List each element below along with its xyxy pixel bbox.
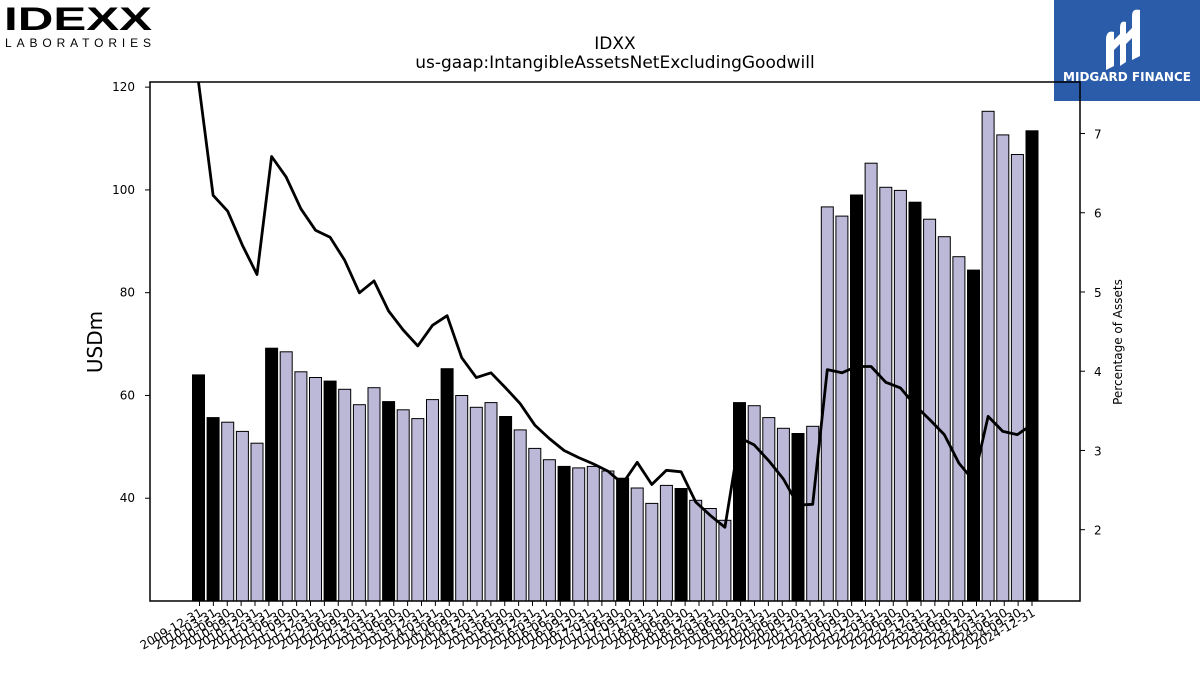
bar-2016-09-30 <box>542 459 556 602</box>
midgard-logo-text: MIDGARD FINANCE <box>1063 70 1191 84</box>
bar-2020-06-30 <box>762 417 776 602</box>
bar-2024-03-31 <box>981 110 995 602</box>
bar-2016-12-31 <box>557 465 571 602</box>
bar-2017-03-31 <box>572 467 586 602</box>
bar-2010-12-31 <box>250 442 264 602</box>
bar-2024-09-30 <box>1010 154 1024 602</box>
bar-2023-12-31 <box>967 269 980 602</box>
bar-2018-06-30 <box>645 502 659 602</box>
midgard-logo-mark-icon <box>1106 9 1140 70</box>
bar-2019-06-30 <box>703 508 717 602</box>
y-tick-label: 100 <box>112 183 135 197</box>
y2-tick-label: 6 <box>1094 207 1102 221</box>
line-series <box>197 81 1033 529</box>
idexx-logo-wordmark: IDEXX <box>4 4 153 37</box>
bar-2018-12-31 <box>674 488 688 602</box>
bar-2014-06-30 <box>411 418 425 602</box>
bar-2013-03-31 <box>338 388 352 602</box>
bar-2013-06-30 <box>352 404 366 602</box>
y2-tick-label: 3 <box>1094 444 1102 458</box>
bar-2010-03-31 <box>206 417 220 602</box>
y-axis-left: 40 60 80 100 120 <box>112 80 150 505</box>
bar-2016-03-31 <box>513 429 527 602</box>
bar-2023-03-31 <box>923 218 937 602</box>
bar-2015-12-31 <box>499 416 513 602</box>
bar-2023-06-30 <box>937 236 951 602</box>
y-tick-label: 120 <box>112 80 135 94</box>
bar-2021-09-30 <box>835 215 849 602</box>
bar-2020-12-31 <box>791 433 805 602</box>
bar-2021-03-31 <box>806 425 820 602</box>
bar-2013-09-30 <box>367 387 381 602</box>
bar-2017-09-30 <box>601 470 615 602</box>
bar-2019-09-30 <box>718 519 732 602</box>
bar-2024-06-30 <box>996 134 1010 602</box>
bar-2010-06-30 <box>221 421 235 602</box>
y2-tick-label: 5 <box>1094 286 1102 300</box>
bar-2019-12-31 <box>733 402 746 602</box>
bar-2015-09-30 <box>484 402 498 602</box>
bar-2019-03-31 <box>689 499 703 602</box>
bar-2024-12-31 <box>1025 130 1039 602</box>
bar-2022-09-30 <box>893 189 907 602</box>
bar-2020-03-31 <box>747 405 761 602</box>
chart-title: IDXX <box>594 34 636 54</box>
x-axis: 2009-12-312010-03-312010-06-302010-09-30… <box>138 601 1038 652</box>
bar-series <box>192 110 1039 602</box>
bar-2022-06-30 <box>879 186 893 602</box>
bar-2015-03-31 <box>455 395 469 602</box>
bar-2016-06-30 <box>528 447 542 602</box>
bar-2015-06-30 <box>469 406 483 602</box>
chart-subtitle: us-gaap:IntangibleAssetsNetExcludingGood… <box>415 53 814 73</box>
y-axis-right: 2 3 4 5 6 7 <box>1080 128 1102 538</box>
y2-tick-label: 7 <box>1094 128 1102 142</box>
percentage-of-assets-line <box>197 81 1033 529</box>
y-axis-label: USDm <box>83 311 107 373</box>
y2-tick-label: 2 <box>1094 524 1102 538</box>
bar-2012-06-30 <box>294 371 308 602</box>
bar-2012-09-30 <box>309 377 322 602</box>
bar-2012-12-31 <box>323 380 337 602</box>
bar-2014-09-30 <box>426 399 439 602</box>
bar-2014-12-31 <box>440 368 454 602</box>
y2-tick-label: 4 <box>1094 365 1102 379</box>
bar-2022-03-31 <box>864 162 878 602</box>
bar-2018-09-30 <box>659 484 673 602</box>
bar-2018-03-31 <box>630 487 644 602</box>
midgard-logo-background <box>1054 0 1200 101</box>
midgard-finance-logo: MIDGARD FINANCE <box>1054 0 1200 101</box>
bar-2017-12-31 <box>616 477 630 602</box>
y-tick-label: 60 <box>120 388 135 402</box>
bar-2009-12-31 <box>192 374 205 602</box>
y-tick-label: 80 <box>120 286 135 300</box>
bar-2021-12-31 <box>850 194 863 602</box>
bar-2017-06-30 <box>586 465 600 602</box>
bar-2011-12-31 <box>265 347 279 602</box>
plot-frame <box>149 81 1081 602</box>
bar-2012-03-31 <box>279 351 293 602</box>
bar-2020-09-30 <box>776 427 790 602</box>
y-tick-label: 40 <box>120 491 135 505</box>
bar-2014-03-31 <box>396 409 410 602</box>
bar-2010-09-30 <box>235 430 249 602</box>
idexx-logo: IDEXX LABORATORIES <box>4 4 153 50</box>
bar-2013-12-31 <box>382 401 396 602</box>
bar-2023-09-30 <box>952 256 966 602</box>
y2-axis-label: Percentage of Assets <box>1111 279 1125 405</box>
